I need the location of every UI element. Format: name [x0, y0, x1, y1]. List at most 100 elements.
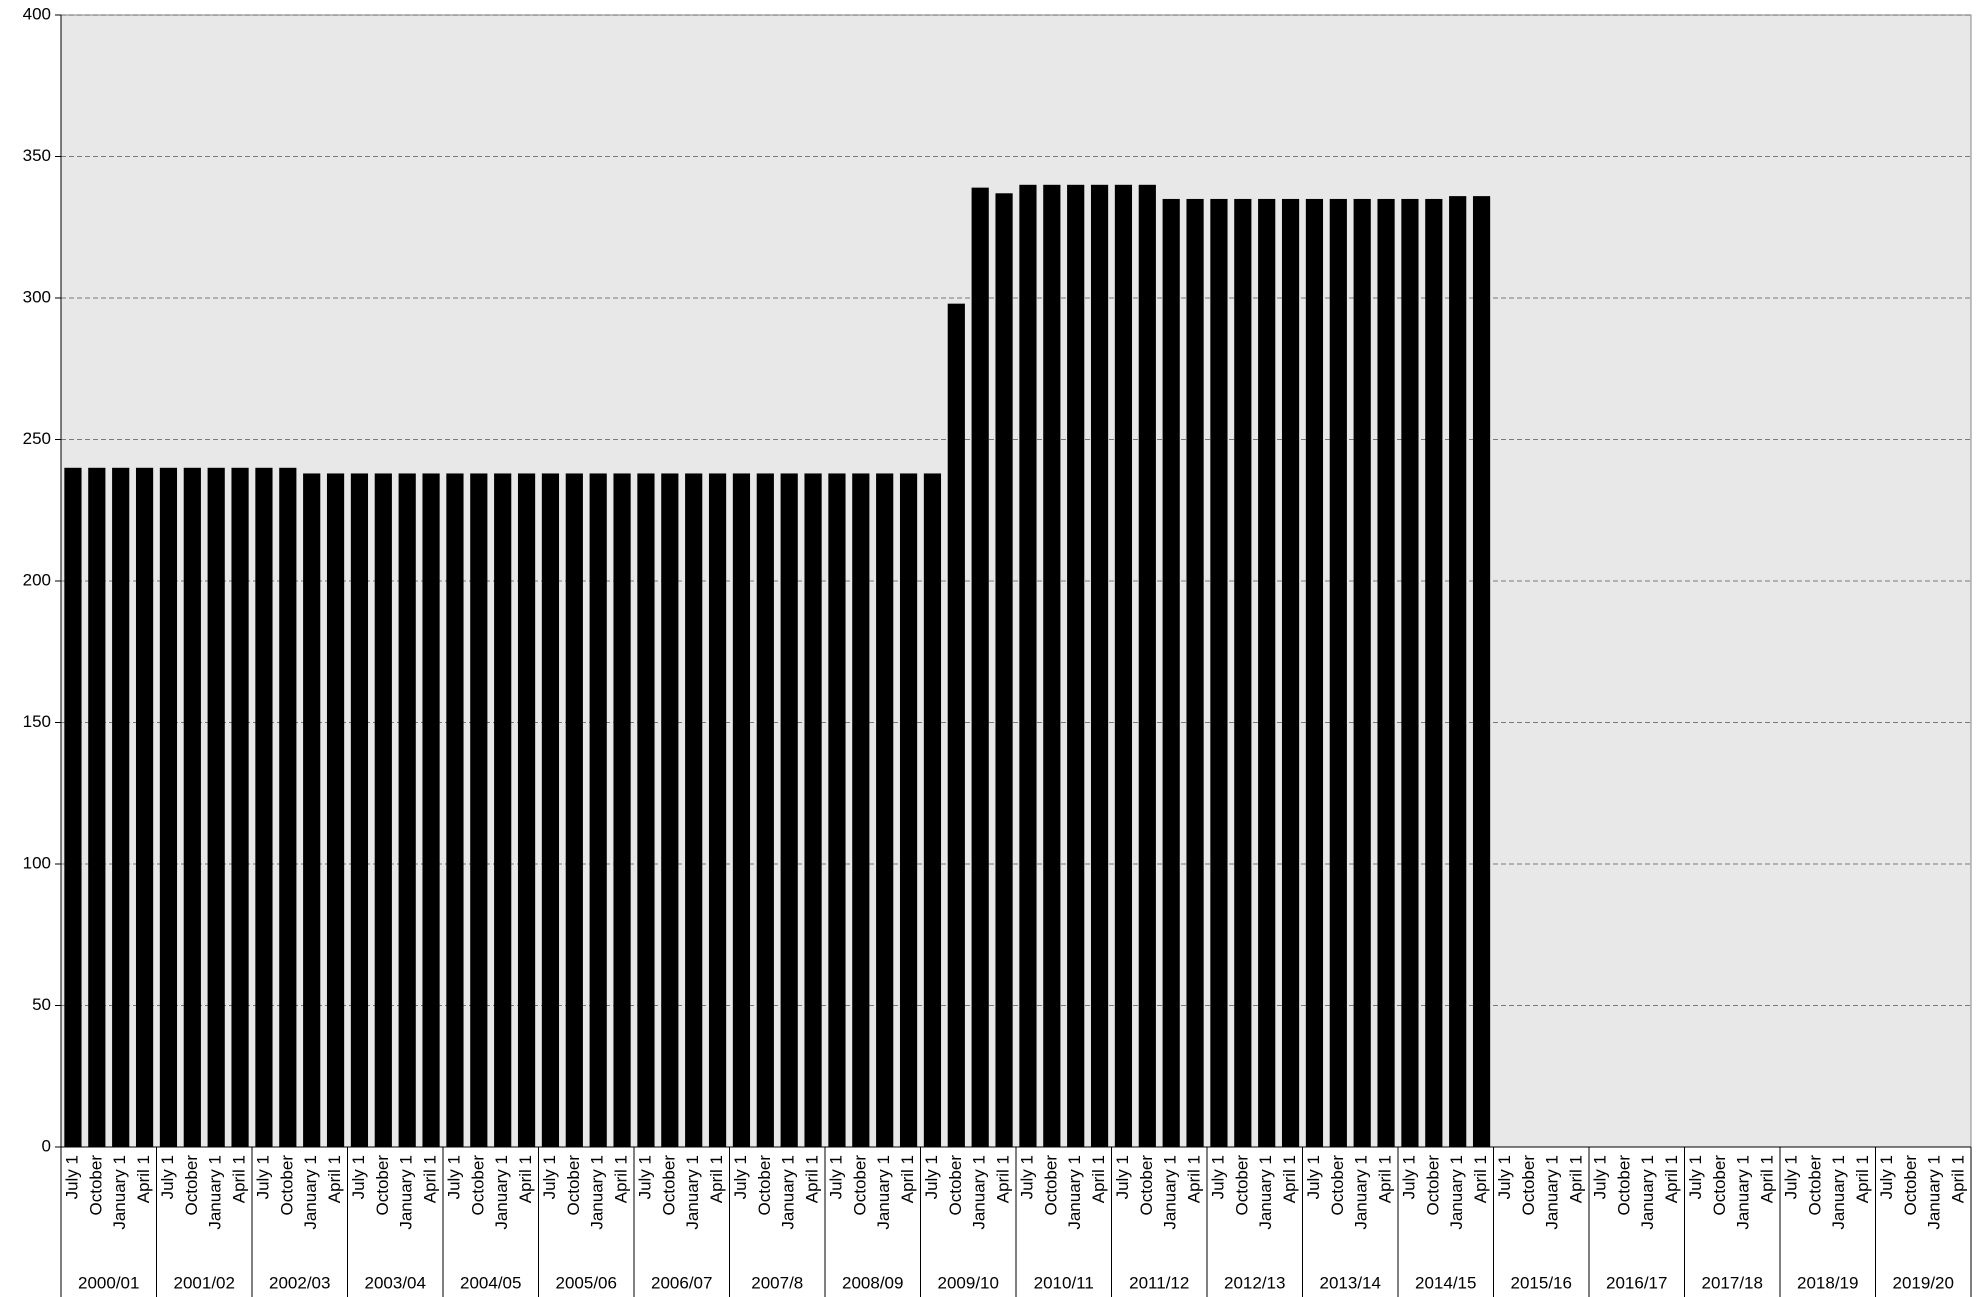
group-label: 2007/8: [751, 1273, 803, 1292]
x-tick-label: October: [1614, 1155, 1633, 1216]
x-tick-label: January 1: [1256, 1155, 1275, 1230]
bar: [995, 193, 1013, 1148]
x-tick-label: July 1: [922, 1155, 941, 1199]
bar: [1043, 184, 1061, 1148]
x-tick-label: October: [1423, 1155, 1442, 1216]
x-tick-label: July 1: [1495, 1155, 1514, 1199]
bar: [279, 467, 297, 1147]
bar: [326, 473, 345, 1148]
bar: [971, 187, 989, 1147]
bar: [828, 473, 846, 1148]
x-tick-label: April 1: [325, 1155, 344, 1203]
x-tick-label: October: [1137, 1155, 1156, 1216]
bar: [947, 303, 965, 1147]
x-tick-label: April 1: [803, 1155, 822, 1203]
bar: [207, 467, 225, 1147]
bar: [1258, 198, 1276, 1147]
group-label: 2013/14: [1320, 1273, 1381, 1292]
x-tick-label: April 1: [612, 1155, 631, 1203]
bar: [1138, 184, 1156, 1148]
x-tick-label: April 1: [1662, 1155, 1681, 1203]
x-tick-label: January 1: [1065, 1155, 1084, 1230]
group-label: 2011/12: [1129, 1273, 1189, 1292]
bar: [732, 473, 751, 1148]
x-tick-label: January 1: [301, 1155, 320, 1230]
bar: [661, 473, 679, 1148]
bar: [231, 467, 249, 1147]
x-tick-label: October: [659, 1155, 678, 1216]
y-tick-label: 400: [23, 4, 51, 23]
group-label: 2015/16: [1511, 1273, 1572, 1292]
x-tick-label: January 1: [779, 1155, 798, 1230]
x-tick-label: April 1: [1853, 1155, 1872, 1203]
x-tick-label: July 1: [1686, 1155, 1705, 1199]
x-tick-label: July 1: [1877, 1155, 1896, 1199]
x-tick-label: January 1: [1734, 1155, 1753, 1230]
x-tick-label: April 1: [516, 1155, 535, 1203]
x-tick-label: January 1: [1447, 1155, 1466, 1230]
group-label: 2000/01: [78, 1273, 139, 1292]
x-tick-label: January 1: [1161, 1155, 1180, 1230]
bar: [422, 473, 440, 1148]
x-tick-label: October: [468, 1155, 487, 1216]
bar: [1019, 184, 1037, 1148]
x-tick-label: January 1: [683, 1155, 702, 1230]
x-tick-label: July 1: [1590, 1155, 1609, 1199]
x-tick-label: October: [277, 1155, 296, 1216]
bar: [923, 473, 942, 1148]
group-label: 2001/02: [174, 1273, 235, 1292]
x-tick-label: October: [946, 1155, 965, 1216]
group-label: 2014/15: [1415, 1273, 1476, 1292]
x-tick-label: April 1: [1567, 1155, 1586, 1203]
y-tick-label: 100: [23, 853, 51, 872]
group-label: 2017/18: [1702, 1273, 1763, 1292]
x-tick-label: April 1: [1758, 1155, 1777, 1203]
bar: [1067, 184, 1085, 1148]
bar: [398, 473, 416, 1148]
bar: [135, 467, 154, 1147]
x-tick-label: October: [1710, 1155, 1729, 1216]
x-tick-label: January 1: [1352, 1155, 1371, 1230]
bar: [804, 473, 822, 1148]
group-label: 2005/06: [556, 1273, 617, 1292]
bar: [1186, 198, 1204, 1147]
bar: [1305, 198, 1324, 1147]
bar: [565, 473, 583, 1148]
bar: [517, 473, 536, 1148]
x-tick-label: January 1: [1638, 1155, 1657, 1230]
group-label: 2003/04: [365, 1273, 426, 1292]
x-tick-label: April 1: [421, 1155, 440, 1203]
bar: [1114, 184, 1133, 1148]
x-tick-label: April 1: [1185, 1155, 1204, 1203]
bar: [88, 467, 106, 1147]
x-tick-label: July 1: [62, 1155, 81, 1199]
bar: [494, 473, 512, 1148]
bar: [112, 467, 130, 1147]
x-tick-label: July 1: [444, 1155, 463, 1199]
bar: [637, 473, 655, 1148]
bar: [685, 473, 703, 1148]
bar: [1162, 198, 1180, 1147]
group-label: 2019/20: [1893, 1273, 1954, 1292]
bar: [613, 473, 631, 1148]
x-tick-label: July 1: [1399, 1155, 1418, 1199]
y-tick-label: 50: [32, 995, 51, 1014]
bar: [1090, 184, 1109, 1148]
bar: [541, 473, 560, 1148]
y-tick-label: 250: [23, 429, 51, 448]
x-tick-label: April 1: [1949, 1155, 1968, 1203]
x-tick-label: October: [1901, 1155, 1920, 1216]
bar: [1472, 196, 1491, 1147]
x-tick-label: January 1: [1925, 1155, 1944, 1230]
x-tick-label: January 1: [492, 1155, 511, 1230]
group-label: 2004/05: [460, 1273, 521, 1292]
x-tick-label: January 1: [588, 1155, 607, 1230]
bar: [780, 473, 798, 1148]
x-tick-label: January 1: [110, 1155, 129, 1230]
x-tick-label: January 1: [970, 1155, 989, 1230]
group-label: 2012/13: [1224, 1273, 1285, 1292]
bar: [1329, 198, 1347, 1147]
y-tick-label: 350: [23, 146, 51, 165]
group-label: 2006/07: [651, 1273, 712, 1292]
group-label: 2016/17: [1606, 1273, 1667, 1292]
